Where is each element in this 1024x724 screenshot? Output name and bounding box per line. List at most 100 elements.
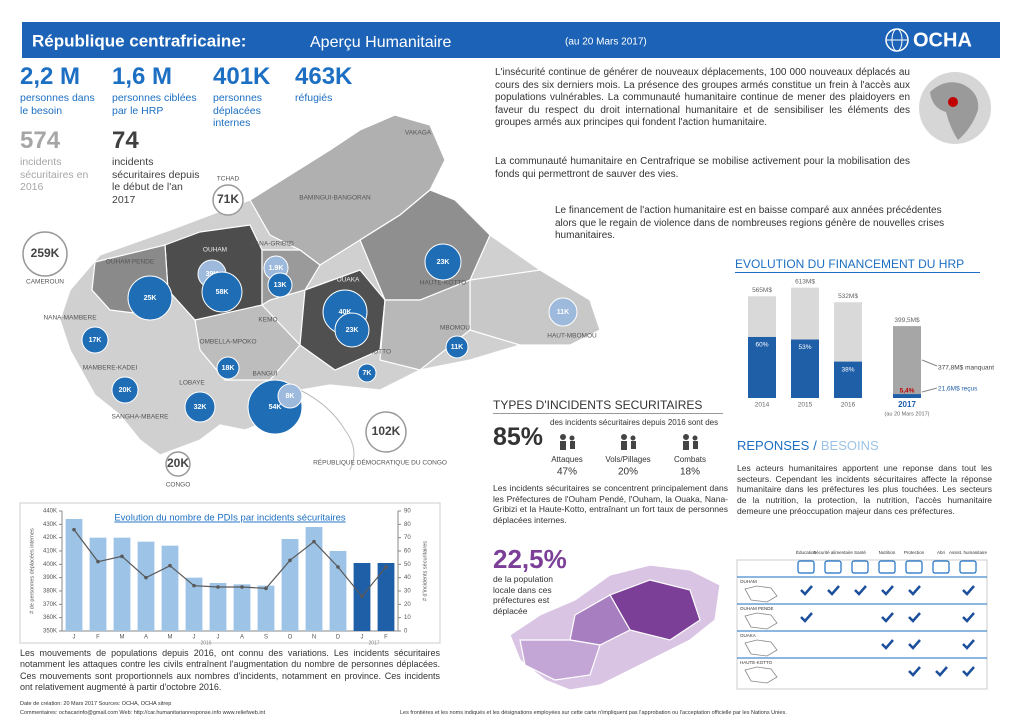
key-figure-label: personnes ciblées par le HRP <box>112 92 197 117</box>
icon-body <box>621 441 627 450</box>
incident-point <box>168 563 172 568</box>
column-label: Éducation <box>796 549 817 555</box>
region-label: OUAKA <box>337 277 360 284</box>
y2-tick-label: 90 <box>404 509 411 515</box>
check-mark <box>908 666 921 677</box>
funded-label: 38% <box>841 366 854 373</box>
check-mark <box>908 585 921 596</box>
incident-point <box>216 585 220 589</box>
incident-point <box>264 586 268 591</box>
incident-point <box>288 558 292 563</box>
icon-body <box>683 441 689 450</box>
refugee-country: RÉPUBLIQUE DÉMOCRATIQUE DU CONGO <box>313 458 447 467</box>
region-shape <box>469 269 601 346</box>
column-icon <box>932 560 950 574</box>
funded-bar <box>791 339 819 398</box>
bar <box>137 541 155 631</box>
required-bar <box>893 326 921 398</box>
check-mark <box>800 612 813 623</box>
idp-pie <box>424 243 462 281</box>
globe-inset <box>919 72 991 144</box>
incident-point <box>240 585 244 589</box>
bar <box>209 583 227 631</box>
idp-pie <box>184 391 216 423</box>
key-figure-label: personnes dans le besoin <box>20 92 95 117</box>
column-icon <box>878 560 896 574</box>
idp-pie <box>548 297 578 327</box>
incident-point <box>360 594 364 599</box>
incident-type: Combats <box>674 455 706 464</box>
bar <box>185 577 203 631</box>
region-label: HAUTE-KOTTO <box>420 280 466 287</box>
icon-head <box>692 435 698 441</box>
row-label: OUAKA <box>740 633 756 638</box>
idp-value: 18K <box>222 365 235 372</box>
key-figure-label: incidents sécuritaires depuis le début d… <box>112 156 200 206</box>
icon-head <box>621 434 627 440</box>
region-label: HAUT-MBOMOU <box>547 333 597 340</box>
y-tick-label: 410K <box>43 549 57 555</box>
y-axis-label: # de personnes déplacées internes <box>29 528 35 614</box>
funding-note: (au 20 Mars 2017) <box>885 411 930 417</box>
y-tick-label: 380K <box>43 589 57 595</box>
year-label: 2017 <box>368 640 379 646</box>
funded-label: 53% <box>798 344 811 351</box>
y2-tick-label: 70 <box>404 535 411 541</box>
icon-body <box>631 441 636 449</box>
bar <box>161 545 179 631</box>
check-mark <box>962 666 975 677</box>
missing-label: 377,8M$ manquant <box>938 365 994 372</box>
region-label: SANGHA-MBAERE <box>111 414 169 421</box>
share-text: de la population locale dans ces préfect… <box>493 574 554 616</box>
idp-pie <box>127 275 173 321</box>
idp-pie <box>334 312 370 348</box>
y2-tick-label: 0 <box>404 629 408 635</box>
check-mark <box>827 585 840 596</box>
icon-body <box>560 441 566 450</box>
key-figure-value: 463K <box>295 63 353 90</box>
y2-tick-label: 60 <box>404 549 411 555</box>
refugee-value: 20K <box>167 456 189 470</box>
idp-value: 25K <box>144 295 157 302</box>
header-bar <box>22 22 1000 58</box>
y-tick-label: 390K <box>43 575 57 581</box>
header-title: République centrafricaine: <box>32 31 246 50</box>
chart-frame <box>19 502 441 644</box>
key-figure-value: 1,6 M <box>112 63 173 90</box>
incident-icon <box>683 434 698 450</box>
mini-map-region <box>519 639 601 681</box>
icon-head <box>560 434 566 440</box>
share-value: 85% <box>493 423 544 451</box>
funded-label: 5,4% <box>900 388 915 395</box>
footer-disclaimer: Les frontières et les noms indiqués et l… <box>400 710 787 716</box>
x-tick-label: O <box>288 635 293 641</box>
idp-pie <box>445 335 469 359</box>
idp-pie <box>277 383 303 409</box>
mini-map-region <box>569 594 631 646</box>
idp-value: 23K <box>437 259 450 266</box>
incident-share: 18% <box>680 467 700 478</box>
x-tick-label: J <box>73 635 76 641</box>
y2-tick-label: 80 <box>404 522 411 528</box>
idp-value: 20K <box>119 387 132 394</box>
check-mark <box>881 612 894 623</box>
refugee-circle <box>165 451 191 477</box>
region-label: BANGUI <box>253 371 278 378</box>
key-figure-value: 74 <box>112 127 139 154</box>
idp-value: 54K <box>269 404 282 411</box>
intro-paragraph: L'insécurité continue de générer de nouv… <box>495 67 910 128</box>
year-label: 2016 <box>200 640 211 646</box>
column-icon <box>851 560 869 574</box>
y-tick-label: 360K <box>43 615 57 621</box>
idp-value: 11K <box>557 309 569 316</box>
column-label: Protection <box>904 550 925 555</box>
check-mark <box>908 612 921 623</box>
region-label: MBOMOU <box>440 325 470 332</box>
required-label: 399,5M$ <box>894 317 920 324</box>
idp-value: 17K <box>89 337 102 344</box>
refugee-circle <box>365 411 407 453</box>
x-tick-label: F <box>384 635 388 641</box>
table-frame <box>736 559 988 690</box>
bar <box>233 584 251 631</box>
incident-point <box>192 583 196 588</box>
